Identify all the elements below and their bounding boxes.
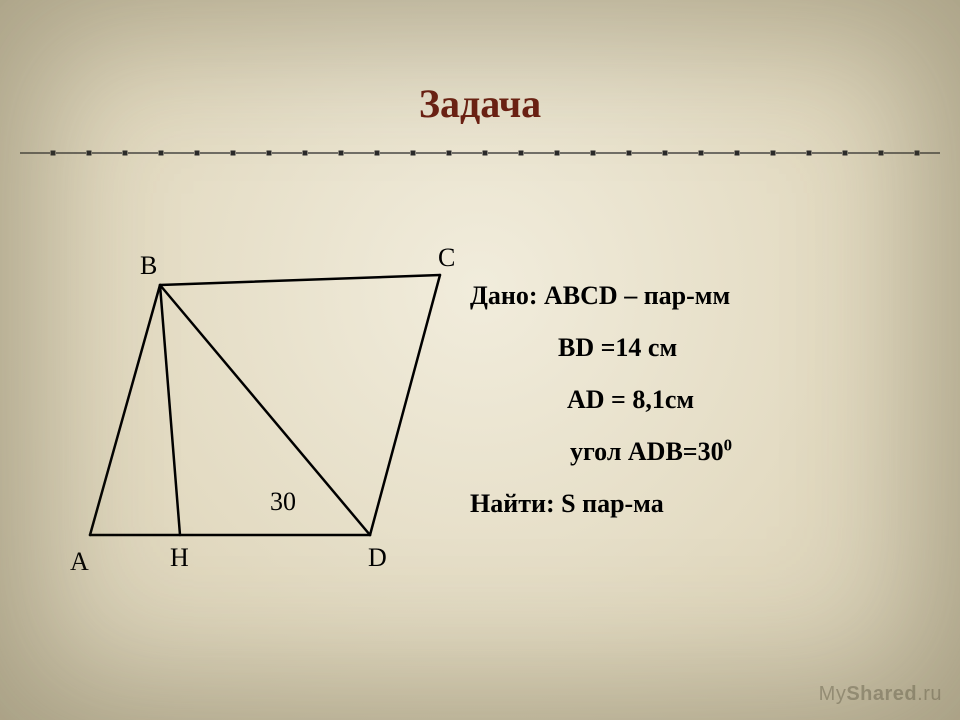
page-title: Задача — [0, 80, 960, 127]
given-line-3: AD = 8,1см — [470, 374, 930, 426]
watermark: MyShared.ru — [819, 683, 942, 706]
given-line-5: Найти: S пар-ма — [470, 478, 930, 530]
given-angle-sup: 0 — [724, 435, 732, 454]
watermark-domain: .ru — [917, 683, 942, 705]
given-ad: AD = 8,1см — [567, 385, 694, 414]
title-divider — [20, 150, 940, 156]
given-shape: ABCD – пар-мм — [544, 281, 730, 310]
parallelogram-diagram — [70, 255, 470, 575]
diagram-label: D — [368, 543, 387, 573]
diagram-label: 30 — [270, 487, 296, 517]
given-bd: BD =14 см — [558, 333, 677, 362]
diagram-label: B — [140, 251, 157, 281]
diagram-label: C — [438, 243, 455, 273]
diagram-label: A — [70, 547, 89, 577]
given-line-1: Дано: ABCD – пар-мм — [470, 270, 930, 322]
diagram-container: ABCDH30 — [70, 255, 470, 575]
find-label: Найти: — [470, 489, 561, 518]
find-value: S пар-ма — [561, 489, 664, 518]
watermark-bold: Shared — [846, 683, 917, 705]
diagram-label: H — [170, 543, 189, 573]
given-angle-value: ADB=30 — [628, 437, 724, 466]
given-angle-label: угол — [570, 437, 628, 466]
title-text: Задача — [419, 81, 541, 126]
given-label: Дано: — [470, 281, 544, 310]
given-line-2: BD =14 см — [470, 322, 930, 374]
given-line-4: угол ADB=300 — [470, 426, 930, 478]
given-block: Дано: ABCD – пар-мм BD =14 см AD = 8,1см… — [470, 270, 930, 530]
watermark-thin: My — [819, 683, 847, 705]
